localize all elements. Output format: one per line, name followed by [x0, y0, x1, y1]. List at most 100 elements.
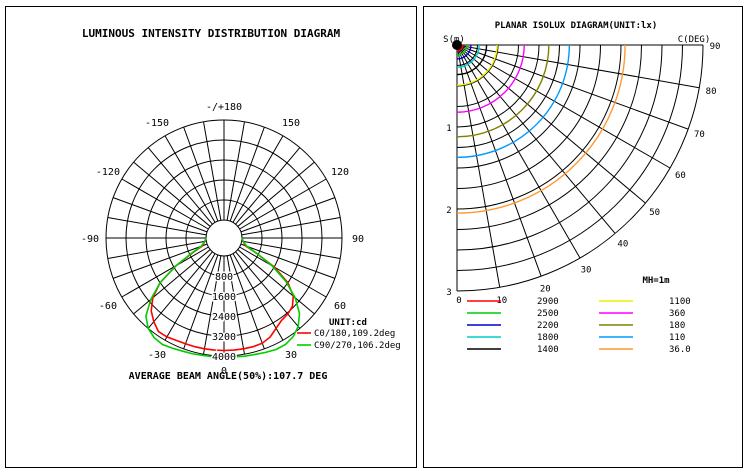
isolux-legend-value: 2900 — [537, 297, 559, 307]
isolux-chart: PLANAR ISOLUX DIAGRAM(UNIT:lx) S(m) C(DEG)… — [443, 21, 721, 355]
isolux-angle-label: 70 — [694, 130, 705, 140]
polar-spoke — [226, 121, 245, 221]
isolux-angle-label: 40 — [617, 240, 628, 250]
isolux-contour-7 — [456, 44, 550, 138]
isolux-angle-label: 90 — [710, 42, 721, 52]
isolux-angle-label: 10 — [496, 296, 507, 306]
isolux-contour-9 — [456, 44, 626, 214]
polar-series-1 — [145, 237, 301, 359]
polar-spoke — [133, 249, 211, 315]
isolux-y-tick: 0 — [456, 296, 461, 306]
polar-spoke — [239, 246, 327, 298]
polar-spoke — [241, 217, 341, 236]
isolux-grid-arc — [456, 44, 519, 107]
polar-spoke — [107, 240, 207, 259]
isolux-grid-arc — [456, 44, 683, 271]
isolux-legend-value: 2200 — [537, 321, 559, 331]
isolux-angle-label: 20 — [540, 284, 551, 294]
polar-spoke — [240, 243, 336, 279]
polar-spoke — [240, 197, 336, 233]
isolux-angle-label: 30 — [581, 265, 592, 275]
polar-title: LUMINOUS INTENSITY DISTRIBUTION DIAGRAM — [82, 27, 341, 40]
isolux-contour-1 — [456, 44, 468, 56]
polar-spoke — [121, 178, 209, 230]
polar-unit-label: UNIT:cd — [329, 318, 367, 328]
polar-spoke — [164, 253, 216, 341]
isolux-grid-arc — [456, 44, 478, 66]
isolux-legend-value: 1400 — [537, 345, 559, 355]
polar-spoke — [147, 251, 213, 329]
polar-spoke — [183, 126, 219, 222]
polar-spoke — [203, 255, 222, 355]
polar-spoke — [147, 147, 213, 225]
polar-footer: AVERAGE BEAM ANGLE(50%):107.7 DEG — [129, 371, 328, 382]
isolux-grid-arc — [456, 44, 663, 251]
isolux-spoke — [456, 44, 700, 89]
isolux-grid-arc — [456, 44, 704, 292]
isolux-legend-value: 360 — [669, 309, 685, 319]
isolux-angle-label: 80 — [706, 87, 717, 97]
polar-ring — [205, 219, 243, 257]
polar-angle-label: 30 — [285, 350, 297, 361]
polar-spoke — [164, 135, 216, 223]
polar-radial-tick: 1600 — [212, 292, 236, 303]
polar-radial-tick: 4000 — [212, 352, 236, 363]
polar-spoke — [237, 249, 315, 315]
polar-spoke — [226, 255, 245, 355]
polar-angle-label: -60 — [99, 301, 117, 312]
polar-angle-label: -90 — [81, 234, 99, 245]
polar-angle-label: -30 — [148, 350, 166, 361]
polar-spoke — [237, 161, 315, 227]
isolux-grid-arc — [456, 44, 622, 210]
isolux-c-axis-label: C(DEG) — [678, 35, 711, 45]
polar-spoke — [241, 240, 341, 259]
isolux-contour-8 — [456, 44, 571, 159]
isolux-legend-value: 1100 — [669, 297, 691, 307]
isolux-grid-arc — [456, 44, 581, 169]
isolux-spoke — [456, 44, 671, 169]
polar-spoke — [112, 197, 208, 233]
polar-radial-tick: 800 — [215, 272, 233, 283]
polar-angle-label: 150 — [282, 118, 300, 129]
polar-spoke — [203, 121, 222, 221]
polar-legend-label: C90/270,106.2deg — [314, 341, 401, 351]
isolux-legend-value: 180 — [669, 321, 685, 331]
isolux-legend-value: 110 — [669, 333, 685, 343]
polar-spoke — [229, 254, 265, 350]
polar-radial-tick: 2400 — [212, 312, 236, 323]
isolux-contour-2 — [456, 44, 472, 60]
luminous-intensity-panel: LUMINOUS INTENSITY DISTRIBUTION DIAGRAM -… — [5, 6, 417, 468]
isolux-spoke — [456, 44, 501, 288]
isolux-contour-5 — [456, 44, 498, 86]
isolux-angle-label: 60 — [675, 171, 686, 181]
polar-spoke — [235, 251, 301, 329]
polar-angle-label: 90 — [352, 234, 364, 245]
isolux-y-axis-label: S(m) — [443, 35, 465, 45]
isolux-spoke — [456, 44, 581, 259]
polar-spoke — [239, 178, 327, 230]
isolux-grid-arc — [456, 44, 540, 128]
polar-chart: LUMINOUS INTENSITY DISTRIBUTION DIAGRAM -… — [81, 27, 401, 382]
isolux-legend-value: 1800 — [537, 333, 559, 343]
polar-spoke — [229, 126, 265, 222]
isolux-legend-value: 36.0 — [669, 345, 691, 355]
polar-angle-label: -/+180 — [206, 102, 242, 113]
isolux-grid-arc — [456, 44, 601, 189]
polar-angle-label: 60 — [334, 301, 346, 312]
polar-angle-label: -120 — [96, 167, 120, 178]
polar-angle-label: 0 — [221, 366, 227, 377]
isolux-spoke — [456, 44, 646, 204]
isolux-y-tick: 2 — [446, 206, 451, 216]
polar-spoke — [107, 217, 207, 236]
polar-spoke — [235, 147, 301, 225]
polar-angle-label: 120 — [331, 167, 349, 178]
isolux-legend-value: 2500 — [537, 309, 559, 319]
isolux-contour-3 — [456, 44, 480, 68]
polar-spoke — [112, 243, 208, 279]
isolux-title: PLANAR ISOLUX DIAGRAM(UNIT:lx) — [495, 21, 658, 31]
isolux-y-tick: 3 — [446, 288, 451, 298]
isolux-contour-0 — [456, 44, 464, 52]
isolux-grid-arc — [456, 44, 560, 148]
isolux-angle-label: 50 — [649, 208, 660, 218]
isolux-contour-6 — [456, 44, 525, 113]
